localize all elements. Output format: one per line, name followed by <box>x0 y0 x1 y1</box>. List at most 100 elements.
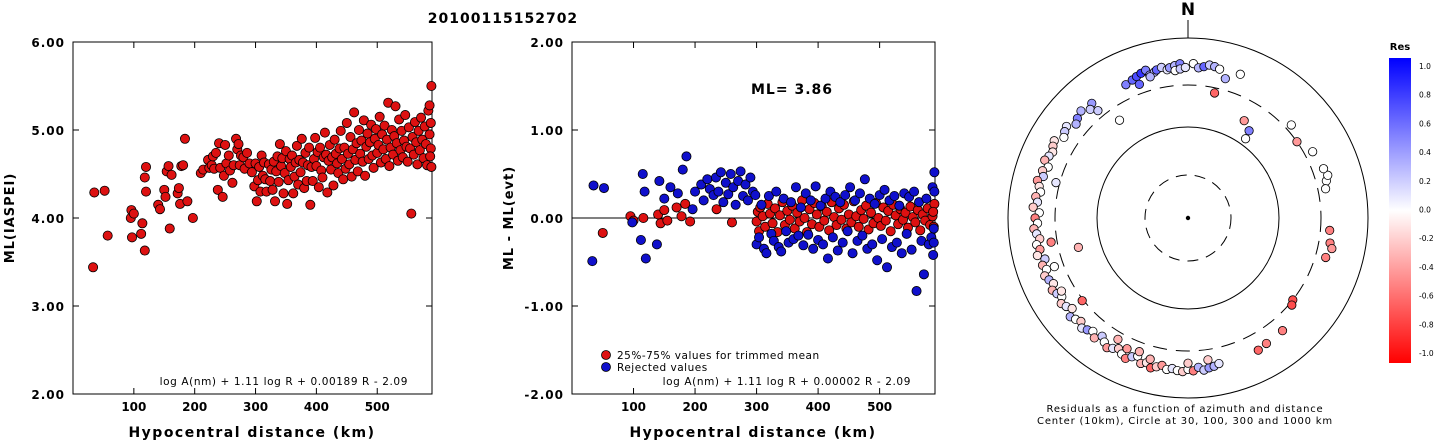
magnitude-point <box>425 117 436 128</box>
magnitude-point <box>358 115 369 126</box>
magnitude-point <box>305 199 316 210</box>
colorbar-tick-label: -0.8 <box>1419 320 1434 329</box>
y-tick-label: 0.00 <box>530 212 564 226</box>
magnitude-point <box>426 81 437 92</box>
station-marker <box>1235 69 1245 79</box>
station-marker <box>1145 72 1155 82</box>
residual-point <box>845 182 856 193</box>
x-tick-label: 100 <box>121 400 146 414</box>
residual-point <box>854 188 865 199</box>
residual-point <box>832 245 843 256</box>
station-marker <box>1239 116 1249 126</box>
residual-point <box>857 230 868 241</box>
station-marker <box>1215 64 1225 74</box>
residual-point <box>598 183 609 194</box>
x-tick-label: 400 <box>806 400 831 414</box>
residual-point <box>638 212 649 223</box>
colorbar-ticks: 1.0 0.8 0.6 0.4 0.2 0.0 -0.2 -0.4 -0.6 -0.8 -1.0 <box>1419 62 1434 358</box>
station-marker <box>1320 184 1331 194</box>
residual-point <box>635 234 646 245</box>
magnitude-point <box>416 112 427 123</box>
residual-point <box>671 202 682 213</box>
residual-point <box>687 204 698 215</box>
magnitude-point <box>315 142 326 153</box>
residual-point <box>805 195 816 206</box>
magnitude-point <box>426 161 437 172</box>
magnitude-point <box>368 162 379 173</box>
magnitude-point <box>217 191 228 202</box>
station-marker <box>1134 79 1144 89</box>
residual-point <box>850 195 861 206</box>
data-points <box>587 151 940 297</box>
x-axis-label: Hypocentral distance (km) <box>629 425 876 441</box>
y-tick-label: 5.00 <box>31 124 65 138</box>
residual-point <box>909 186 920 197</box>
station-marker <box>1089 333 1099 343</box>
residual-point <box>928 249 939 260</box>
legend-marker-rejected <box>601 362 611 372</box>
magnitude-point <box>400 110 411 121</box>
residual-point <box>821 206 832 217</box>
residual-point <box>872 255 883 266</box>
y-tick-label: -2.00 <box>524 388 564 402</box>
ring-100km <box>1096 126 1280 310</box>
residual-point <box>676 211 687 222</box>
residual-point <box>685 216 696 227</box>
residual-point <box>819 215 830 226</box>
residual-point <box>815 200 826 211</box>
station-marker <box>1122 344 1132 354</box>
station-marker <box>1076 106 1086 116</box>
magnitude-point <box>127 232 138 243</box>
x-tick-label: 100 <box>621 400 646 414</box>
residual-point <box>800 188 811 199</box>
residual-point <box>879 184 890 195</box>
magnitude-point <box>141 161 152 172</box>
axis-ticks: 100 200 300 400 500 2.00 3.00 4.00 5.00 6.00 <box>31 36 432 414</box>
station-marker <box>1244 126 1254 136</box>
residual-point <box>786 197 797 208</box>
magnitude-point <box>88 262 99 273</box>
magnitude-point <box>99 185 110 196</box>
x-tick-label: 500 <box>867 400 892 414</box>
residual-point <box>784 214 795 225</box>
residual-point <box>869 198 880 209</box>
residual-point <box>742 195 753 206</box>
residual-point <box>867 239 878 250</box>
residual-point <box>651 239 662 250</box>
colorbar-tick-label: 0.6 <box>1419 119 1431 128</box>
residual-point <box>827 232 838 243</box>
station-marker <box>1028 202 1038 212</box>
residual-point <box>837 237 848 248</box>
residual-point <box>790 182 801 193</box>
magnitude-point <box>307 176 318 187</box>
magnitude-point <box>412 159 423 170</box>
colorbar-title: Res <box>1390 42 1410 53</box>
residual-point <box>588 180 599 191</box>
residual-point <box>715 167 726 178</box>
station-marker <box>1214 358 1224 369</box>
magnitude-point <box>178 160 189 171</box>
y-tick-label: 2.00 <box>530 36 564 50</box>
station-marker <box>1261 338 1272 349</box>
magnitude-point <box>141 186 152 197</box>
residual-point <box>725 168 736 179</box>
station-marker <box>1183 358 1193 368</box>
residual-distance-plot: 100 200 300 400 500 -2.00 -1.00 0.00 1.00 2.00 ML… <box>502 36 940 441</box>
residual-point <box>894 200 905 211</box>
residual-point <box>627 217 638 228</box>
magnitude-point <box>210 147 221 158</box>
station-marker <box>1292 137 1302 147</box>
station-marker <box>1071 119 1081 129</box>
colorbar-tick-label: -0.2 <box>1419 234 1434 243</box>
residual-point <box>915 225 926 236</box>
residual-point <box>654 176 665 187</box>
x-tick-label: 300 <box>744 400 769 414</box>
residual-point <box>726 217 737 228</box>
residual-point <box>680 198 691 209</box>
magnitude-point <box>317 172 328 183</box>
residual-point <box>921 193 932 204</box>
event-id-title: 20100115152702 <box>428 11 578 27</box>
magnitude-point <box>246 167 257 178</box>
center-dot <box>1185 215 1191 221</box>
magnitude-point <box>166 169 177 180</box>
